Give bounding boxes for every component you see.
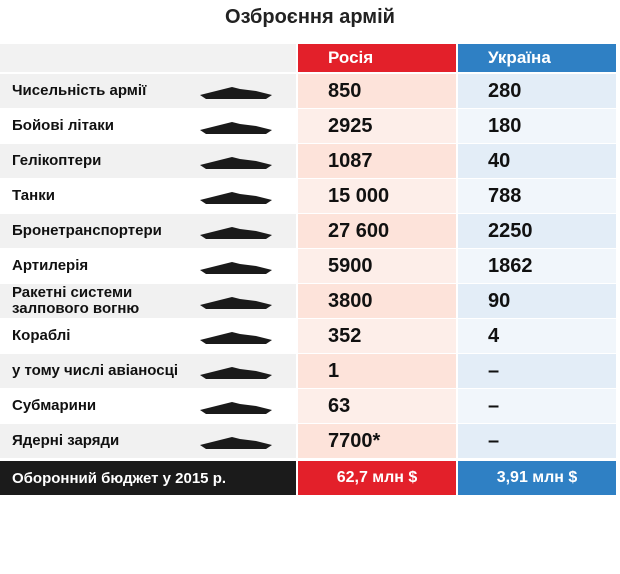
- russia-value: 7700*: [298, 424, 456, 458]
- footer-russia: 62,7 млн $: [298, 461, 456, 495]
- row-label-cell: Гелікоптери: [0, 144, 296, 178]
- icon-shape: [200, 262, 272, 274]
- russia-value: 2925: [298, 109, 456, 143]
- icon: [200, 332, 272, 344]
- icon-shape: [200, 227, 272, 239]
- row-label-cell: Кораблі: [0, 319, 296, 353]
- row-label-cell: Ядерні заряди: [0, 424, 296, 458]
- ukraine-value: –: [458, 424, 616, 458]
- table-row: Гелікоптери 1087 40: [0, 144, 616, 178]
- ukraine-value: –: [458, 389, 616, 423]
- row-label: Артилерія: [12, 257, 89, 274]
- russia-value: 27 600: [298, 214, 456, 248]
- icon-shape: [200, 437, 272, 449]
- header-ukraine: Україна: [458, 44, 616, 72]
- row-label: Гелікоптери: [12, 152, 102, 169]
- icon: [200, 192, 272, 204]
- russia-value: 1087: [298, 144, 456, 178]
- row-label: Субмарини: [12, 397, 97, 414]
- row-label: у тому числі авіаносці: [12, 362, 178, 379]
- icon: [200, 87, 272, 99]
- icon-shape: [200, 297, 272, 309]
- table-row: у тому числі авіаносці 1–: [0, 354, 616, 388]
- row-label: Ракетні системи залпового вогню: [12, 284, 140, 317]
- table-row: Субмарини 63–: [0, 389, 616, 423]
- icon-shape: [200, 402, 272, 414]
- row-label-cell: Танки: [0, 179, 296, 213]
- russia-value: 63: [298, 389, 456, 423]
- russia-value: 3800: [298, 284, 456, 318]
- row-label: Бронетранспортери: [12, 222, 162, 239]
- icon: [200, 122, 272, 134]
- row-label: Кораблі: [12, 327, 71, 344]
- ukraine-value: 1862: [458, 249, 616, 283]
- russia-value: 352: [298, 319, 456, 353]
- icon-shape: [200, 367, 272, 379]
- table-row: Танки 15 000 788: [0, 179, 616, 213]
- table-row: Артилерія 5900 1862: [0, 249, 616, 283]
- header-russia: Росія: [298, 44, 456, 72]
- icon-shape: [200, 332, 272, 344]
- row-label-cell: Артилерія: [0, 249, 296, 283]
- header-row: Росія Україна: [0, 44, 616, 72]
- footer-label: Оборонний бюджет у 2015 р.: [0, 461, 296, 495]
- russia-value: 1: [298, 354, 456, 388]
- row-label-cell: Бронетранспортери: [0, 214, 296, 248]
- russia-value: 15 000: [298, 179, 456, 213]
- ukraine-value: –: [458, 354, 616, 388]
- russia-value: 5900: [298, 249, 456, 283]
- row-label-cell: Чисельність армії: [0, 74, 296, 108]
- russia-value: 850: [298, 74, 456, 108]
- ukraine-value: 2250: [458, 214, 616, 248]
- icon-shape: [200, 87, 272, 99]
- ukraine-value: 90: [458, 284, 616, 318]
- icon: [200, 367, 272, 379]
- ukraine-value: 788: [458, 179, 616, 213]
- ukraine-value: 180: [458, 109, 616, 143]
- table-row: Ядерні заряди 7700* –: [0, 424, 616, 458]
- ukraine-value: 280: [458, 74, 616, 108]
- icon-shape: [200, 122, 272, 134]
- icon: [200, 437, 272, 449]
- icon: [200, 402, 272, 414]
- icon: [200, 297, 272, 309]
- footer-row: Оборонний бюджет у 2015 р. 62,7 млн $ 3,…: [0, 461, 616, 495]
- row-label: Ядерні заряди: [12, 432, 120, 449]
- icon-shape: [200, 157, 272, 169]
- icon: [200, 262, 272, 274]
- ukraine-value: 4: [458, 319, 616, 353]
- icon: [200, 157, 272, 169]
- row-label-cell: Бойові літаки: [0, 109, 296, 143]
- row-label: Танки: [12, 187, 55, 204]
- row-label-cell: Субмарини: [0, 389, 296, 423]
- header-blank: [0, 44, 296, 72]
- table-row: Кораблі 352 4: [0, 319, 616, 353]
- ukraine-value: 40: [458, 144, 616, 178]
- icon-shape: [200, 192, 272, 204]
- row-label: Бойові літаки: [12, 117, 114, 134]
- table-row: Бронетранспортери 27 600 2250: [0, 214, 616, 248]
- row-label-cell: Ракетні системи залпового вогню: [0, 284, 296, 318]
- table-row: Ракетні системи залпового вогню 3800 90: [0, 284, 616, 318]
- row-label: Чисельність армії: [12, 82, 147, 99]
- table-row: Бойові літаки 2925 180: [0, 109, 616, 143]
- row-label-cell: у тому числі авіаносці: [0, 354, 296, 388]
- footer-ukraine: 3,91 млн $: [458, 461, 616, 495]
- icon: [200, 227, 272, 239]
- table-row: Чисельність армії 850 280: [0, 74, 616, 108]
- title: Озброєння армій: [225, 6, 395, 28]
